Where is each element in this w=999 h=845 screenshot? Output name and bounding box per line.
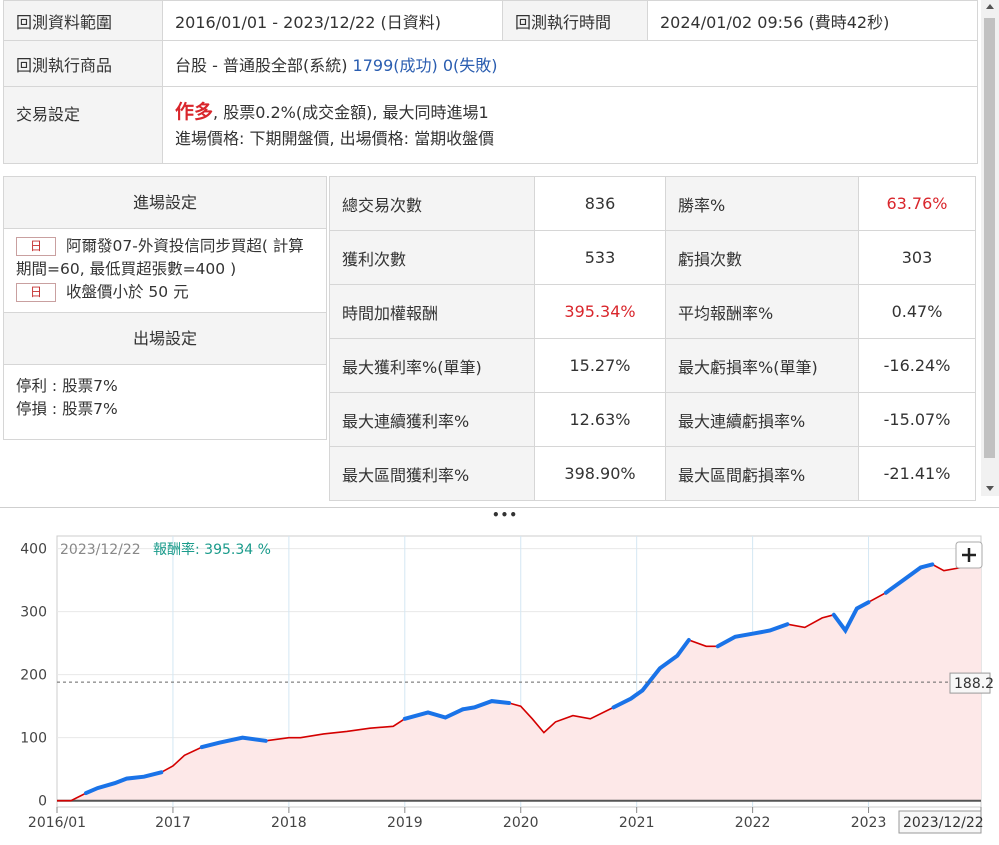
stats-row: 獲利次數 533 虧損次數 303 <box>329 230 976 285</box>
trade-segment <box>715 622 790 649</box>
x-tick-label: 2022 <box>735 815 771 831</box>
stat-label: 最大連續獲利率% <box>329 392 535 447</box>
stats-row: 最大區間獲利率% 398.90% 最大區間虧損率% -21.41% <box>329 446 976 501</box>
crosshair-date-box <box>898 810 982 834</box>
x-tick-label: 2019 <box>387 815 423 831</box>
exec-time-value: 2024/01/02 09:56 (費時42秒) <box>647 0 978 41</box>
stop-profit: 停利 : 股票7% <box>16 377 118 395</box>
trade-detail: , 股票0.2%(成交金額), 最大同時進場1 <box>213 102 489 122</box>
stat-value: -15.07% <box>858 392 976 447</box>
stat-value: 0.47% <box>858 284 976 339</box>
y-tick-label: 0 <box>38 794 47 810</box>
stat-label: 虧損次數 <box>665 230 859 285</box>
crosshair-value-box <box>949 672 991 694</box>
trade-segment <box>199 735 268 750</box>
daily-tag: 日 <box>16 283 56 302</box>
stat-value: 836 <box>534 176 666 231</box>
splitter-handle-icon[interactable]: ••• <box>492 508 519 522</box>
target-market: 台股 - 普通股全部(系統) <box>175 55 348 75</box>
backtest-info-table: 回測資料範圍 2016/01/01 - 2023/12/22 (日資料) 回測執… <box>3 0 978 164</box>
scroll-up-icon[interactable] <box>986 4 994 9</box>
y-tick-label: 400 <box>20 542 47 558</box>
exec-time-label: 回測執行時間 <box>502 0 648 41</box>
stat-value: 303 <box>858 230 976 285</box>
trade-price-setting: 進場價格: 下期開盤價, 出場價格: 當期收盤價 <box>175 128 495 148</box>
stat-label: 總交易次數 <box>329 176 535 231</box>
stats-row: 總交易次數 836 勝率% 63.76% <box>329 176 976 231</box>
entry-condition-2: 日收盤價小於 50 元 <box>16 281 316 304</box>
stat-value: 12.63% <box>534 392 666 447</box>
statistics-table: 總交易次數 836 勝率% 63.76% 獲利次數 533 虧損次數 303 時間加權報酬 395… <box>329 176 976 501</box>
y-tick-label: 100 <box>20 731 47 747</box>
return-chart[interactable]: 400 300 200 100 0 2016/01 2017 2018 2019 2020 2021… <box>0 518 999 845</box>
return-area <box>57 554 981 801</box>
stat-value: -21.41% <box>858 446 976 501</box>
plus-icon <box>962 548 976 562</box>
x-tick-label: 2023 <box>851 815 887 831</box>
x-tick-label: 2016/01 <box>28 815 86 831</box>
trade-segment <box>611 638 691 710</box>
crosshair-date: 2023/12/22 <box>903 815 984 831</box>
entry-condition-1: 日阿爾發07-外資投信同步買超( 計算期間=60, 最低買超張數=400 ) <box>16 235 316 281</box>
daily-tag: 日 <box>16 237 56 256</box>
stat-label: 最大區間獲利率% <box>329 446 535 501</box>
legend-label: 報酬率: 395.34 % <box>153 541 271 558</box>
y-tick-label: 200 <box>20 668 47 684</box>
stop-loss: 停損 : 股票7% <box>16 400 118 418</box>
scroll-down-icon[interactable] <box>986 486 994 491</box>
stat-label: 獲利次數 <box>329 230 535 285</box>
stat-value: 15.27% <box>534 338 666 393</box>
stat-label: 最大區間虧損率% <box>665 446 859 501</box>
panel-splitter[interactable] <box>0 507 999 516</box>
stat-label: 最大連續虧損率% <box>665 392 859 447</box>
stat-value: -16.24% <box>858 338 976 393</box>
trade-segment <box>84 770 164 796</box>
target-success-link[interactable]: 1799(成功) <box>352 55 438 75</box>
stat-label: 平均報酬率% <box>665 284 859 339</box>
scrollbar-thumb[interactable] <box>984 18 995 458</box>
stats-row: 最大連續獲利率% 12.63% 最大連續虧損率% -15.07% <box>329 392 976 447</box>
stat-label: 勝率% <box>665 176 859 231</box>
exit-conditions: 停利 : 股票7% 停損 : 股票7% <box>4 365 326 421</box>
trade-segment <box>831 600 871 635</box>
trade-setting: 作多, 股票0.2%(成交金額), 最大同時進場1 進場價格: 下期開盤價, 出… <box>162 86 978 164</box>
x-tick-label: 2021 <box>619 815 655 831</box>
x-tick-label: 2020 <box>503 815 539 831</box>
stat-value: 533 <box>534 230 666 285</box>
trade-segment <box>883 562 935 595</box>
condition-panel: 進場設定 日阿爾發07-外資投信同步買超( 計算期間=60, 最低買超張數=40… <box>3 176 327 440</box>
y-tick-label: 300 <box>20 605 47 621</box>
trade-label: 交易設定 <box>3 86 163 164</box>
stat-value: 63.76% <box>858 176 976 231</box>
stat-label: 最大虧損率%(單筆) <box>665 338 859 393</box>
stats-row: 時間加權報酬 395.34% 平均報酬率% 0.47% <box>329 284 976 339</box>
stats-row: 最大獲利率%(單筆) 15.27% 最大虧損率%(單筆) -16.24% <box>329 338 976 393</box>
legend-date: 2023/12/22 <box>60 542 141 558</box>
target-value: 台股 - 普通股全部(系統) 1799(成功) 0(失敗) <box>162 40 978 87</box>
stat-label: 最大獲利率%(單筆) <box>329 338 535 393</box>
exit-setting-title: 出場設定 <box>4 313 326 365</box>
target-fail-link[interactable]: 0(失敗) <box>442 55 498 75</box>
range-value: 2016/01/01 - 2023/12/22 (日資料) <box>162 0 503 41</box>
entry-condition-1-text: 阿爾發07-外資投信同步買超( 計算期間=60, 最低買超張數=400 ) <box>16 237 304 278</box>
entry-conditions: 日阿爾發07-外資投信同步買超( 計算期間=60, 最低買超張數=400 ) 日… <box>4 229 326 313</box>
stat-value: 395.34% <box>534 284 666 339</box>
range-label: 回測資料範圍 <box>3 0 163 41</box>
trade-segment <box>460 699 512 712</box>
entry-setting-title: 進場設定 <box>4 177 326 229</box>
stat-value: 398.90% <box>534 446 666 501</box>
vertical-scrollbar[interactable] <box>981 0 999 496</box>
x-tick-label: 2018 <box>271 815 307 831</box>
x-tick-label: 2017 <box>155 815 191 831</box>
stat-label: 時間加權報酬 <box>329 284 535 339</box>
crosshair-value: 188.2 <box>954 676 994 692</box>
target-label: 回測執行商品 <box>3 40 163 87</box>
entry-condition-2-text: 收盤價小於 50 元 <box>66 283 189 301</box>
trade-mode: 作多 <box>175 100 214 123</box>
trade-segment <box>402 707 465 721</box>
